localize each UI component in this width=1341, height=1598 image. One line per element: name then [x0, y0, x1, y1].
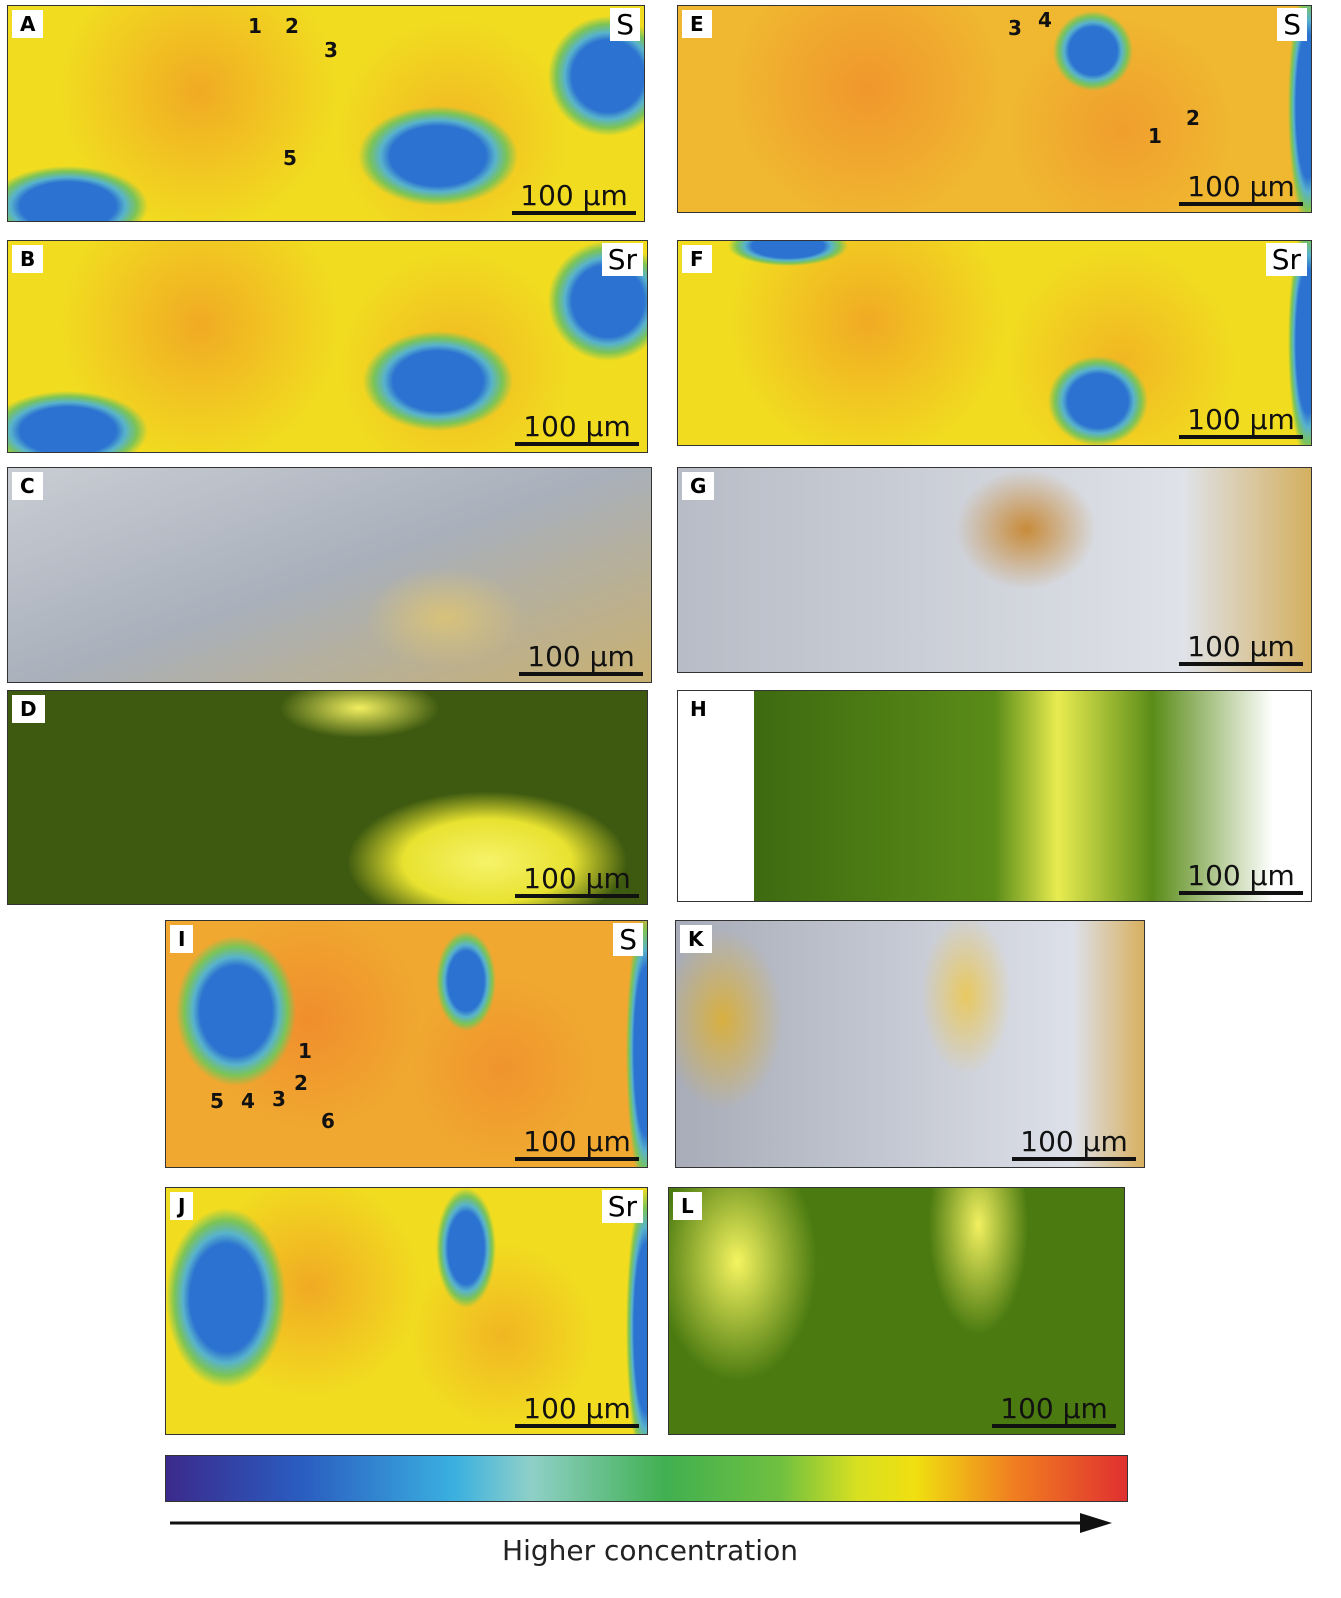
figure: Higher concentration (() => { const data…: [0, 0, 1341, 1598]
panel-letter: F: [682, 245, 712, 273]
panel: B Sr 100 µm: [7, 240, 648, 453]
colorbar: [165, 1455, 1128, 1502]
panel-letter: C: [12, 472, 43, 500]
point-label: 4: [1038, 8, 1052, 32]
point-label: 1: [1148, 124, 1162, 148]
point-label: 1: [248, 14, 262, 38]
point-label: 2: [1186, 106, 1200, 130]
point-label: 1: [298, 1039, 312, 1063]
scale-bar: 100 µm: [515, 864, 639, 898]
scale-bar: 100 µm: [1179, 405, 1303, 439]
panel-letter: I: [170, 925, 193, 953]
element-label: S: [613, 923, 643, 956]
panel-letter: D: [12, 695, 45, 723]
panel: K 100 µm: [675, 920, 1145, 1168]
scale-bar: 100 µm: [515, 1394, 639, 1428]
point-label: 5: [210, 1089, 224, 1113]
point-label: 3: [272, 1087, 286, 1111]
panel: G 100 µm: [677, 467, 1312, 673]
panel-letter: K: [680, 925, 712, 953]
point-label: 3: [1008, 16, 1022, 40]
point-label: 6: [321, 1109, 335, 1133]
panel-letter: J: [170, 1192, 193, 1220]
point-label: 5: [283, 146, 297, 170]
scale-bar: 100 µm: [515, 412, 639, 446]
scale-bar: 100 µm: [1179, 172, 1303, 206]
point-label: 4: [241, 1089, 255, 1113]
point-label: 2: [285, 14, 299, 38]
panel-letter: B: [12, 245, 43, 273]
panel: F Sr 100 µm: [677, 240, 1312, 446]
scale-bar: 100 µm: [1012, 1127, 1136, 1161]
panel: D 100 µm: [7, 690, 648, 905]
panel: J Sr 100 µm: [165, 1187, 648, 1435]
point-label: 2: [294, 1071, 308, 1095]
scale-bar: 100 µm: [519, 642, 643, 676]
panel: L 100 µm: [668, 1187, 1125, 1435]
element-label: S: [610, 8, 640, 41]
scale-bar: 100 µm: [992, 1394, 1116, 1428]
element-label: Sr: [602, 1190, 643, 1223]
element-label: S: [1277, 8, 1307, 41]
scale-bar: 100 µm: [1179, 632, 1303, 666]
panel: C 100 µm: [7, 467, 652, 683]
panel-letter: E: [682, 10, 712, 38]
arrow-head: [1080, 1513, 1112, 1533]
element-label: Sr: [602, 243, 643, 276]
panel-letter: L: [673, 1192, 702, 1220]
panel-letter: G: [682, 472, 714, 500]
scale-bar: 100 µm: [515, 1127, 639, 1161]
scale-bar: 100 µm: [1179, 861, 1303, 895]
element-label: Sr: [1266, 243, 1307, 276]
colorbar-label: Higher concentration: [450, 1534, 850, 1567]
point-label: 3: [324, 38, 338, 62]
scale-bar: 100 µm: [512, 181, 636, 215]
panel-letter: A: [12, 10, 43, 38]
panel-letter: H: [682, 695, 715, 723]
panel: H 100 µm: [677, 690, 1312, 902]
